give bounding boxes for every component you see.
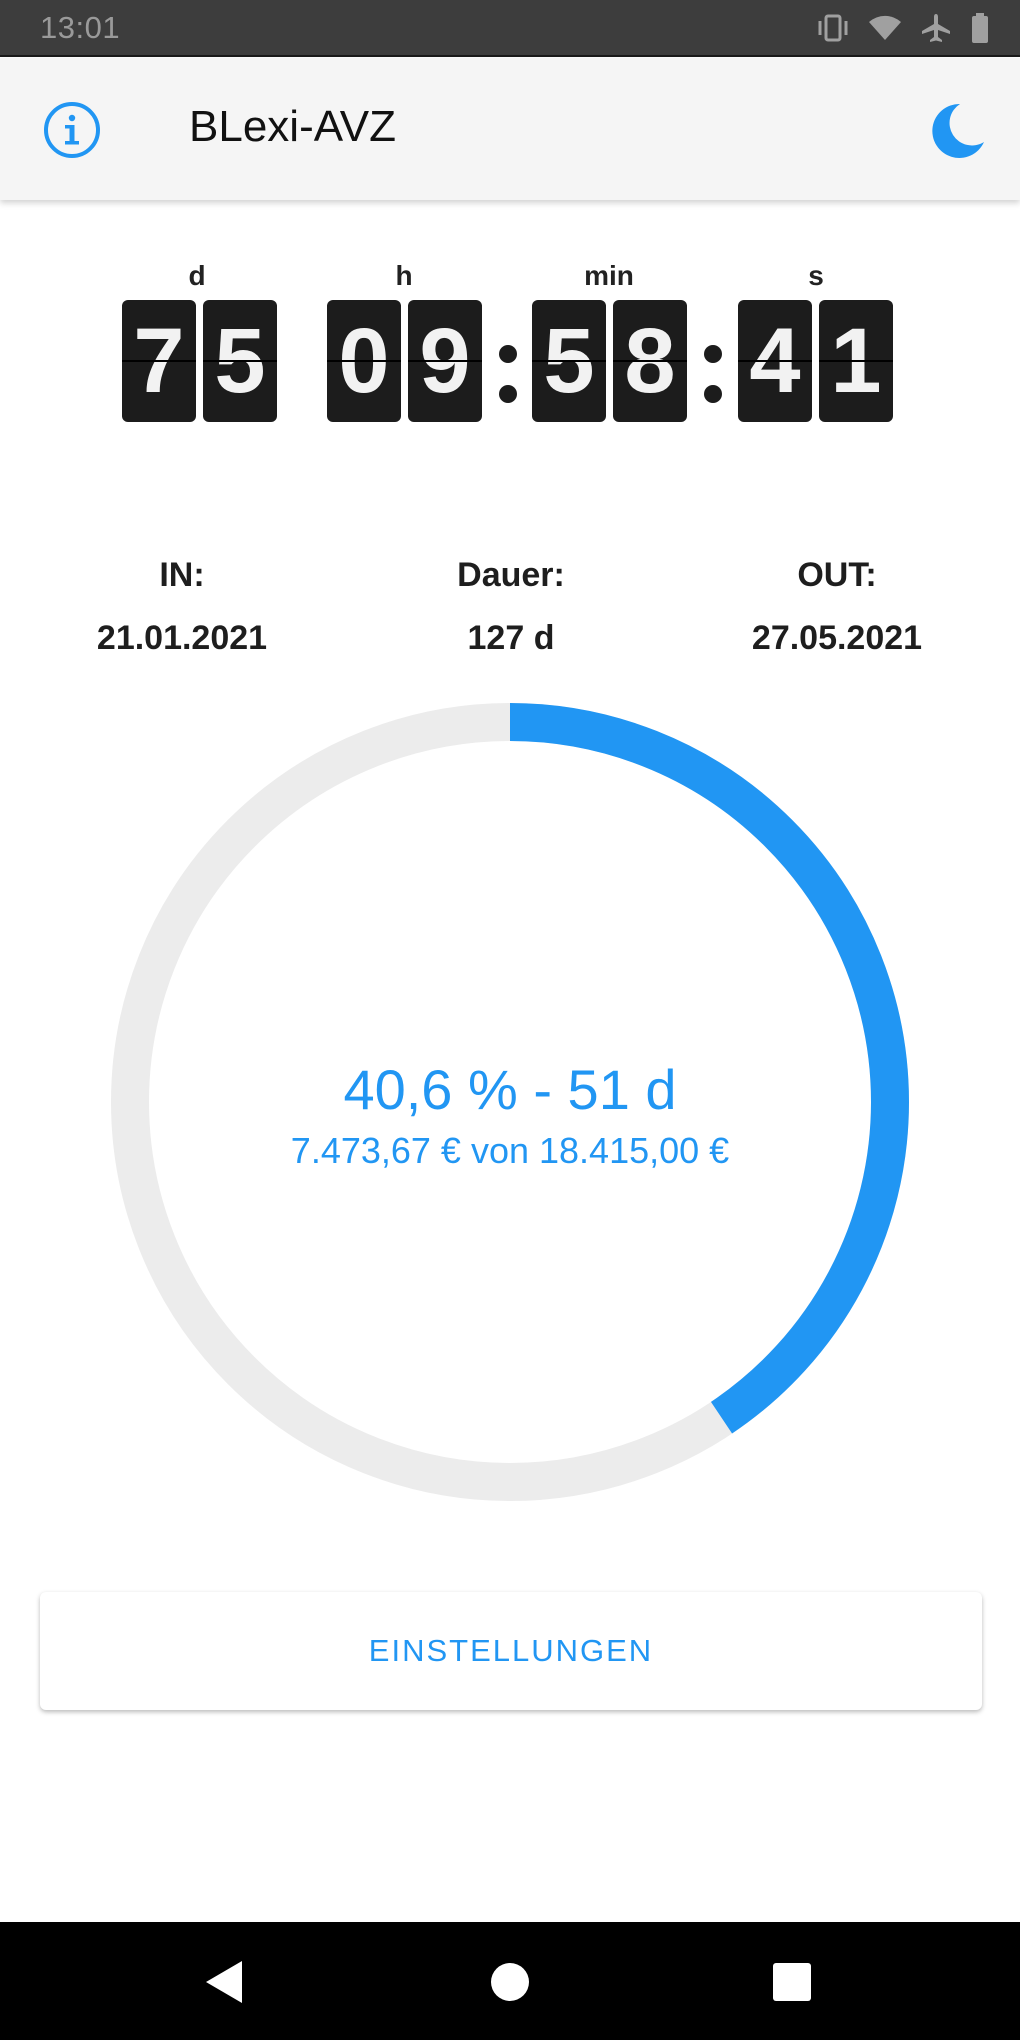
status-time: 13:01 [40,9,121,45]
recents-icon[interactable] [768,1958,816,2006]
days-label: d [188,260,206,291]
app-bar: BLexi-AVZ [0,58,1020,200]
start-date-block: IN: 21.01.2021 [42,550,322,668]
end-date-value: 27.05.2021 [751,619,923,657]
moon-icon [932,103,984,158]
navigation-bar [0,1922,1020,2040]
home-icon[interactable] [486,1958,534,2006]
hours-digit: 0 [327,300,401,422]
dates-row: IN: 21.01.2021 Dauer: 127 d OUT: 27.05.2… [0,550,1020,660]
seconds-digit: 1 [819,300,893,422]
minutes-label: min [584,260,634,291]
duration-value: 127 d [467,619,555,657]
colon-separator [704,345,724,425]
days-digit: 5 [203,300,277,422]
battery-icon [970,12,990,44]
minutes-digit: 5 [532,300,606,422]
seconds-digit: 4 [738,300,812,422]
countdown-timer: d h min s 7 5 0 9 5 8 4 1 [0,250,1020,430]
info-button[interactable] [42,100,102,160]
end-date-block: OUT: 27.05.2021 [697,550,977,668]
status-bar: 13:01 [0,0,1020,57]
progress-summary: 40,6 % - 51 d 7.473,67 € von 18.415,00 € [110,1055,910,1175]
days-digit: 7 [122,300,196,422]
minutes-digit: 8 [613,300,687,422]
airplane-icon [920,12,952,44]
vibrate-icon [816,13,850,43]
theme-toggle-button[interactable] [922,96,992,166]
progress-ring [111,703,909,1501]
end-date-label: OUT: [797,556,877,594]
hours-digit: 9 [408,300,482,422]
back-icon[interactable] [200,1958,248,2006]
duration-block: Dauer: 127 d [371,550,651,668]
progress-amount-text: 7.473,67 € von 18.415,00 € [290,1130,730,1171]
wifi-icon [868,13,902,43]
status-icons [816,12,990,44]
settings-button[interactable]: EINSTELLUNGEN [40,1592,982,1710]
colon-separator [499,345,519,425]
info-icon [44,102,100,158]
app-title: BLexi-AVZ [189,102,397,151]
start-date-value: 21.01.2021 [96,619,268,657]
progress-ring-fill [111,703,909,1501]
start-date-label: IN: [159,556,205,594]
progress-percent-text: 40,6 % - 51 d [343,1058,677,1121]
duration-label: Dauer: [457,556,565,594]
seconds-label: s [808,260,824,291]
hours-label: h [395,260,413,291]
